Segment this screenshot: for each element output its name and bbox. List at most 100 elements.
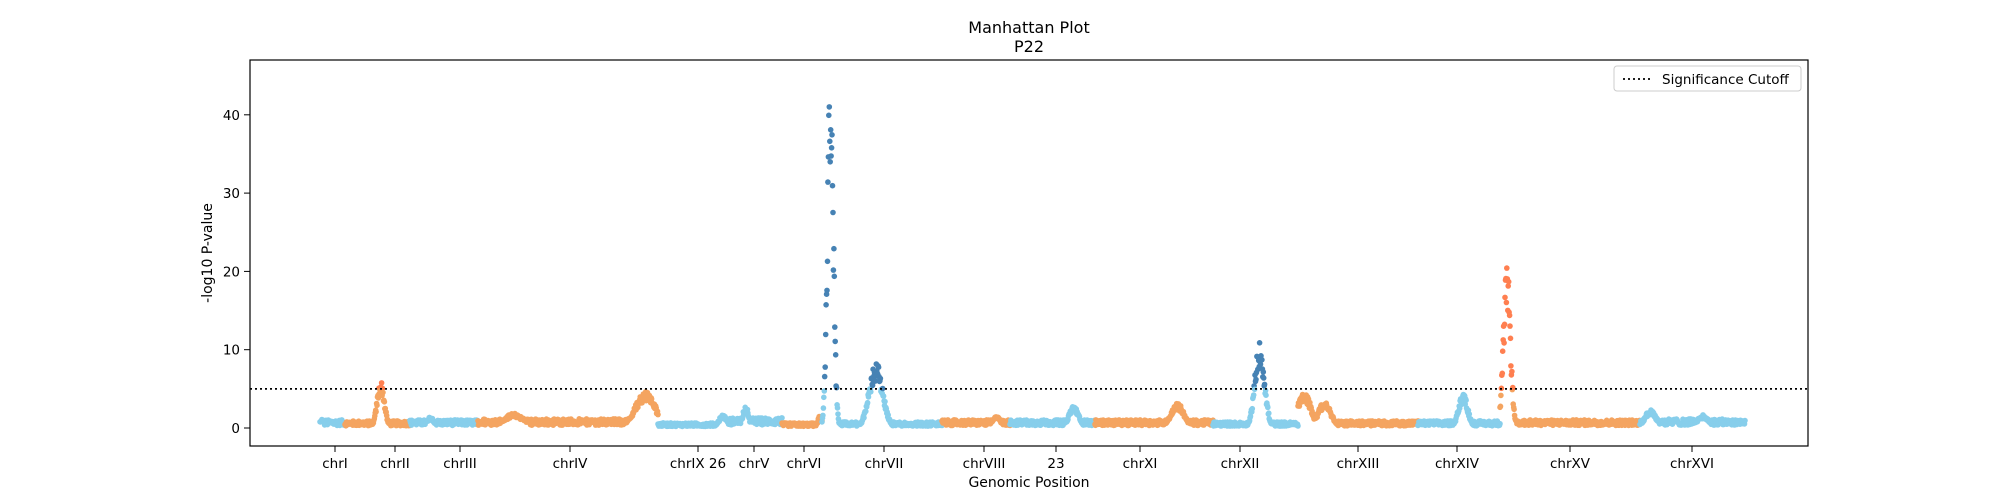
data-point <box>1250 392 1257 398</box>
x-tick-label: chrXVI <box>1670 456 1714 472</box>
x-tick-label: 23 <box>1047 456 1064 472</box>
chromosome-chrVII <box>819 104 945 429</box>
chromosome-chrIV <box>475 389 661 429</box>
data-point <box>834 405 841 411</box>
data-point <box>1499 370 1506 377</box>
chromosome-chrV <box>727 404 785 428</box>
data-point <box>821 373 828 380</box>
data-point <box>832 324 838 330</box>
data-point <box>1256 340 1263 346</box>
data-point <box>1466 411 1473 417</box>
chromosome-chrIX-26 <box>655 412 733 430</box>
data-point <box>1251 386 1258 393</box>
data-point <box>875 364 882 371</box>
chromosome-chrXI <box>1092 400 1216 429</box>
data-point <box>868 389 874 395</box>
x-tick-label: chrV <box>739 456 771 472</box>
data-point <box>872 378 879 384</box>
data-point <box>825 179 831 185</box>
chromosome-chrXIII <box>1295 391 1421 429</box>
y-tick-label: 20 <box>223 264 240 280</box>
x-tick-label: chrVI <box>787 456 822 472</box>
data-point <box>829 132 835 138</box>
chart-subtitle: P22 <box>1014 37 1044 56</box>
data-point <box>826 112 832 119</box>
data-point <box>1249 405 1256 412</box>
data-point <box>880 393 887 399</box>
x-tick-label: chrIV <box>553 456 589 472</box>
data-point <box>829 182 836 189</box>
data-point <box>1503 299 1510 306</box>
data-point <box>373 409 379 415</box>
data-point <box>877 375 884 382</box>
data-points <box>317 104 1748 430</box>
data-point <box>832 352 839 358</box>
data-point <box>1506 312 1513 319</box>
data-point <box>861 415 867 421</box>
data-point <box>1263 392 1269 399</box>
data-point <box>1463 397 1469 404</box>
data-point <box>882 398 888 405</box>
x-tick-label: chrXIV <box>1435 456 1480 472</box>
data-point <box>832 338 838 345</box>
plot-frame <box>249 59 1809 447</box>
chromosome-chrXVI <box>1637 407 1748 428</box>
data-point <box>1497 403 1504 410</box>
data-point <box>830 267 837 273</box>
chromosome-chrXII <box>1210 340 1301 429</box>
data-point <box>1265 404 1271 411</box>
data-point <box>828 145 835 151</box>
x-tick-label: chrIII <box>443 456 476 472</box>
data-point <box>1509 368 1515 375</box>
data-point <box>830 209 836 216</box>
data-point <box>820 405 827 411</box>
data-point <box>864 399 871 406</box>
chromosome-chrVIII <box>939 414 1013 429</box>
chromosome-chrIII <box>407 414 481 429</box>
data-point <box>1507 335 1514 342</box>
data-point <box>885 412 891 418</box>
data-point <box>1501 321 1508 328</box>
y-tick-label: 10 <box>223 343 240 359</box>
data-point <box>374 402 380 409</box>
y-tick-label: 30 <box>223 186 240 202</box>
data-point <box>655 411 661 418</box>
x-tick-label: chrXV <box>1550 456 1591 472</box>
chromosome-chrXIV <box>1415 391 1503 429</box>
chromosome-chrVI <box>779 413 825 430</box>
data-point <box>1742 417 1748 424</box>
x-tick-label: chrIX 26 <box>670 456 726 472</box>
data-point <box>1257 361 1264 368</box>
x-tick-label: chrXII <box>1221 456 1260 472</box>
data-point <box>1497 420 1503 427</box>
y-axis: 0 10 20 30 40 <box>223 108 250 437</box>
x-tick-label: chrXI <box>1123 456 1158 472</box>
data-point <box>1502 294 1508 301</box>
data-point <box>1501 340 1507 346</box>
data-point <box>1259 357 1265 363</box>
data-point <box>1296 403 1303 409</box>
data-point <box>824 258 831 265</box>
data-point <box>820 412 826 419</box>
data-point <box>1505 283 1511 289</box>
data-point <box>1498 392 1504 399</box>
data-point <box>1260 369 1267 375</box>
data-point <box>1295 423 1301 429</box>
data-point <box>823 302 829 308</box>
data-point <box>1266 410 1272 417</box>
data-point <box>827 127 834 133</box>
y-tick-label: 0 <box>231 421 240 437</box>
data-point <box>828 153 834 159</box>
chromosome-chrI <box>317 416 348 429</box>
data-point <box>831 245 837 252</box>
data-point <box>1505 278 1512 285</box>
data-point <box>779 415 785 421</box>
data-point <box>826 104 833 110</box>
data-point <box>827 138 833 145</box>
data-point <box>1253 376 1259 383</box>
x-axis: chrI chrII chrIII chrIV chrIX 26 chrV chrVI chr… <box>322 446 1714 472</box>
y-axis-label: -log10 P-value <box>200 203 216 303</box>
x-axis-label: Genomic Position <box>968 475 1089 491</box>
data-point <box>863 408 869 415</box>
